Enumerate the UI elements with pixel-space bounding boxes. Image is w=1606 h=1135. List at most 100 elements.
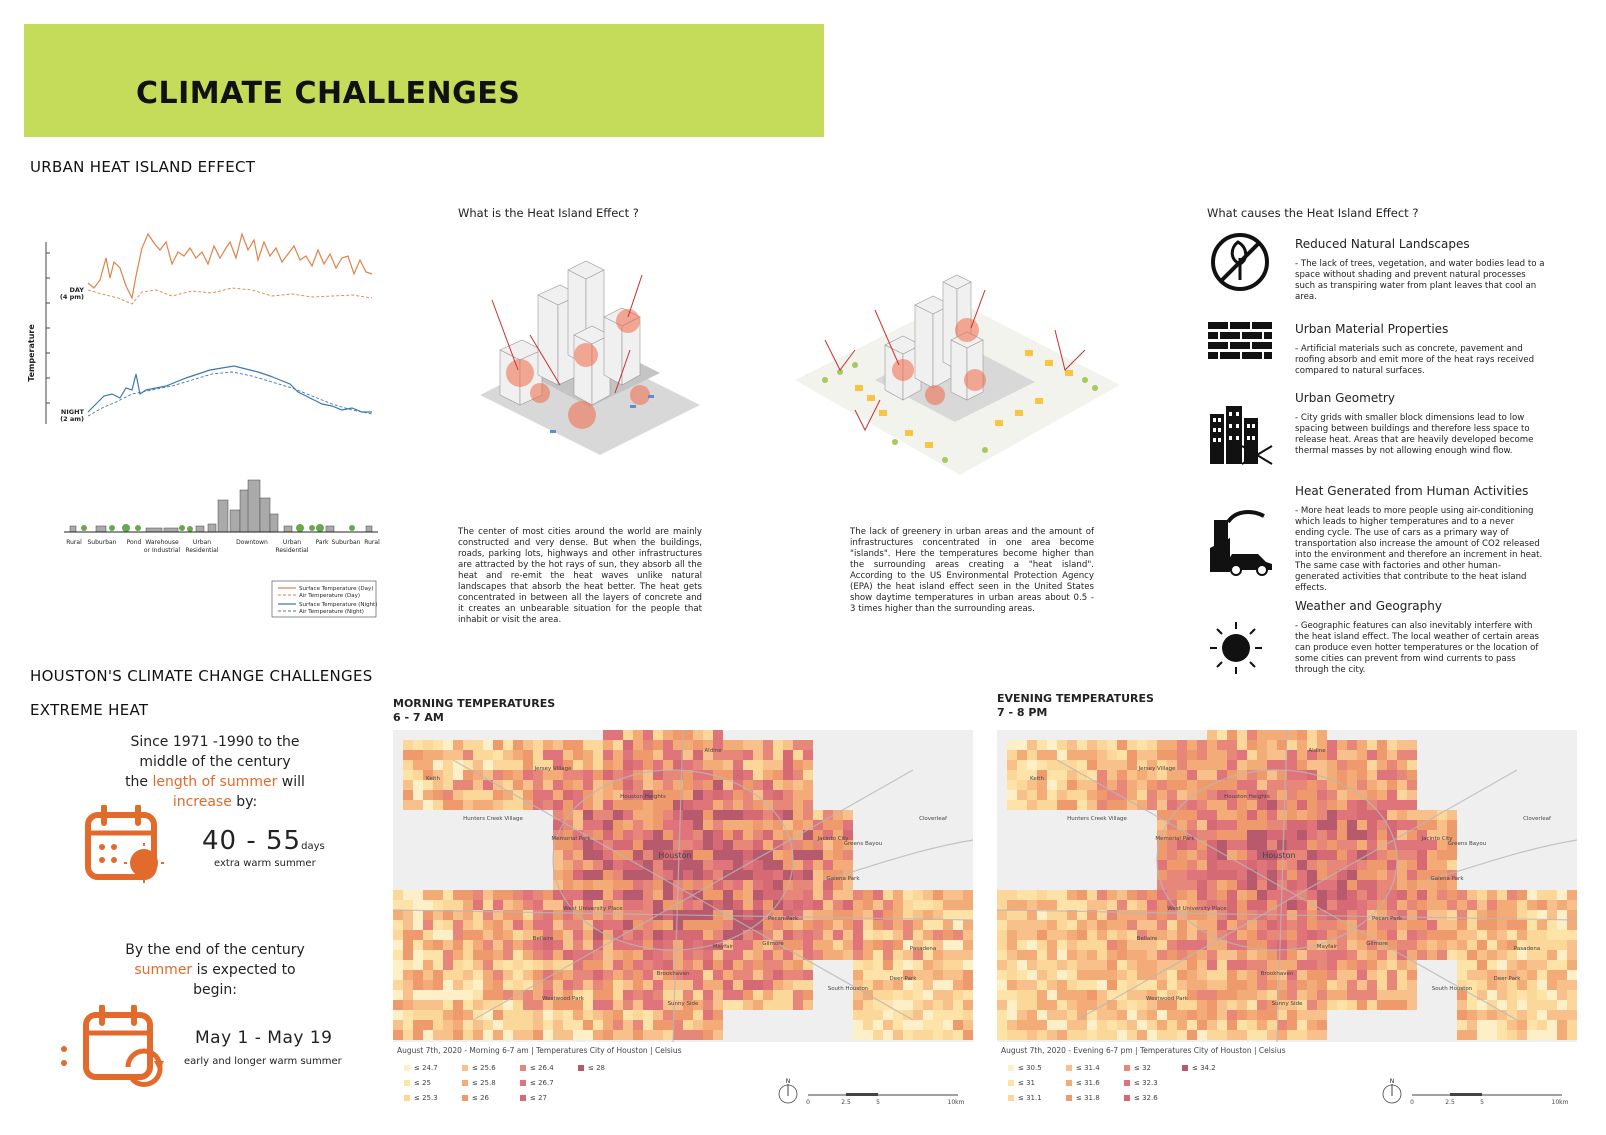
map-place-label: Memorial Park [1155,836,1195,842]
legend-label: ≤ 28 [588,1064,605,1072]
legend-swatch [520,1065,526,1071]
map-place-label: Deer Park [890,976,918,982]
cause-title-3: Urban Geometry [1295,391,1395,405]
stat2-line3: begin: [193,982,237,998]
legend-item: ≤ 25.3 [404,1094,438,1102]
stat1-line4: increase by: [110,792,320,812]
map-place-label: Mayfair [713,944,734,950]
air-temp-night-line [87,371,373,417]
map-place-label: Brookhaven [1261,971,1294,977]
buildings-icon [1210,406,1273,465]
svg-text:0: 0 [806,1099,810,1106]
summer-start-value: May 1 - May 19 [195,1028,333,1048]
brick-wall-icon [1208,322,1272,359]
legend-item: ≤ 31.6 [1066,1079,1100,1087]
legend-swatch [1124,1080,1130,1086]
map-place-label: Pecan Park [768,916,799,922]
stat2-line2: summer is expected to [110,960,320,980]
map-place-label: Memorial Park [551,836,591,842]
map-place-label: Sunny Side [668,1001,699,1007]
morning-temperature-map[interactable]: Jersey Village Hunters Creek Village Houst… [393,730,973,1042]
legend-air-night: Air Temperature (Night) [299,609,364,615]
legend-item: ≤ 24.7 [404,1064,438,1072]
summer-days-value: 40 - 55 [202,826,302,856]
map-place-label: Pecan Park [1372,916,1403,922]
legend-item: ≤ 31.1 [1008,1094,1042,1102]
zone-label: Park [316,539,329,546]
svg-text:5: 5 [876,1099,880,1106]
map-place-label: Houston Heights [620,794,666,800]
map-place-label: Brookhaven [657,971,690,977]
legend-label: ≤ 31.8 [1076,1094,1100,1102]
legend-label: ≤ 31.6 [1076,1079,1100,1087]
y-axis-label: Temperature [27,324,36,382]
map-place-label: Houston Heights [1224,794,1270,800]
legend-item: ≤ 32.3 [1124,1079,1158,1087]
sun-icon [1210,622,1262,674]
page-title: CLIMATE CHALLENGES [136,76,521,111]
stat2-line1: By the end of the century [125,942,305,958]
legend-swatch [404,1095,410,1101]
morning-map-caption: August 7th, 2020 - Morning 6-7 am | Temp… [397,1046,682,1055]
map-place-label: Aldine [1308,748,1326,754]
north-label: N [1390,1078,1395,1085]
legend-item: ≤ 28 [578,1064,605,1072]
legend-label: ≤ 24.7 [414,1064,438,1072]
morning-map-subtitle: 6 - 7 AM [393,711,444,724]
cause-title-2: Urban Material Properties [1295,322,1449,336]
legend-item: ≤ 34.2 [1182,1064,1216,1072]
map-place-label: Gilmore [762,941,784,947]
night-label: NIGHT [61,408,85,416]
evening-temperature-map[interactable]: Jersey Village Hunters Creek Village Houst… [997,730,1577,1042]
cause-text-5: - Geographic features can also inevitabl… [1295,621,1539,675]
legend-swatch [1124,1095,1130,1101]
heat-cells [393,730,973,1040]
evening-map-scalebar: N 0 2.5 5 10km [1382,1078,1569,1106]
map-place-label: Houston [1262,851,1295,860]
heat-cells [997,730,1577,1040]
legend-label: ≤ 32 [1134,1064,1151,1072]
morning-map-canvas: Jersey Village Hunters Creek Village Houst… [393,730,973,1042]
legend-swatch [1008,1095,1014,1101]
heat-island-profile-chart: Temperature DAY (4 pm) NIGHT (2 am) Rura… [27,231,380,618]
legend-label: ≤ 26.4 [530,1064,554,1072]
what-question: What is the Heat Island Effect ? [458,206,639,220]
trees [81,524,355,532]
legend-item: ≤ 27 [520,1094,547,1102]
map-place-label: Bellaire [1137,936,1158,942]
legend-swatch [1008,1080,1014,1086]
morning-map-title: MORNING TEMPERATURES [393,697,556,710]
stat1-pre: the [125,774,149,790]
what-text-1: The center of most cities around the wor… [458,527,702,625]
zone-label: Rural [66,539,82,546]
map-place-label: Hunters Creek Village [1067,816,1127,822]
svg-text:2.5: 2.5 [1445,1099,1455,1106]
stat1-highlight-increase: increase [172,794,232,810]
dense-city-illustration [480,260,700,455]
map-place-label: West University Place [1167,906,1227,912]
map-place-label: Pasadena [1514,946,1540,952]
calendar-sun-icon [85,805,164,883]
svg-text:5: 5 [1480,1099,1484,1106]
north-label: N [786,1078,791,1085]
morning-map-scalebar: N 0 2.5 5 10km [778,1078,965,1106]
cause-text-2: - Artificial materials such as concrete,… [1295,344,1535,376]
no-plant-icon [1211,233,1269,291]
legend-swatch [462,1080,468,1086]
stat1-highlight-length: length of summer [152,774,278,790]
morning-map-legend: ≤ 24.7 ≤ 25 ≤ 25.3 ≤ 25.6 ≤ 25.8 ≤ 26 ≤ 26.4 ≤ … [404,1064,644,1114]
zone-label: Pond [127,539,142,546]
map-place-label: Greens Bayou [844,841,883,847]
map-place-label: South Houston [1432,986,1473,992]
map-place-label: Jersey Village [534,766,573,772]
legend-item: ≤ 26 [462,1094,489,1102]
legend-label: ≤ 32.3 [1134,1079,1158,1087]
legend-label: ≤ 25.3 [414,1094,438,1102]
legend-item: ≤ 31 [1008,1079,1035,1087]
legend-surface-day: Surface Temperature (Day) [299,586,373,592]
stat2-highlight-summer: summer [134,962,193,978]
map-place-label: Pasadena [910,946,936,952]
section-title-uhi: URBAN HEAT ISLAND EFFECT [30,158,256,176]
map-place-label: Aldine [704,748,722,754]
